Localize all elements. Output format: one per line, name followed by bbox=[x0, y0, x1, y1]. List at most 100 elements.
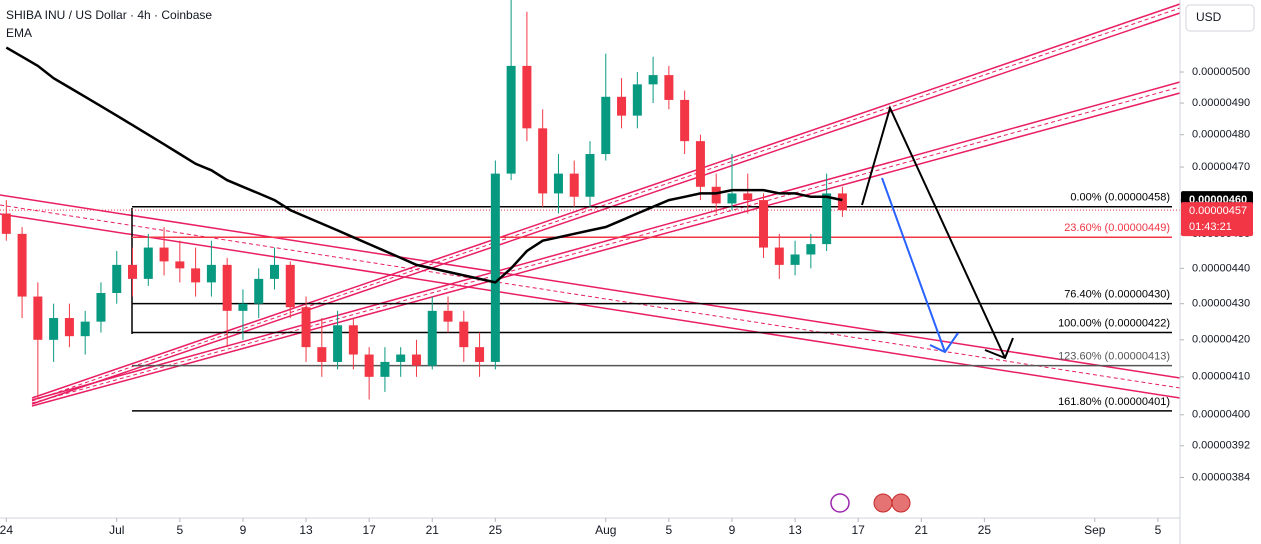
y-tick-label: 0.00000392 bbox=[1192, 440, 1250, 452]
fib-label: 100.00% (0.00000422) bbox=[1058, 317, 1170, 329]
x-tick-label: 13 bbox=[299, 523, 313, 537]
fib-label: 161.80% (0.00000401) bbox=[1058, 396, 1170, 408]
channel-mid-line bbox=[31, 86, 1181, 404]
y-tick-label: 0.00000400 bbox=[1192, 409, 1250, 421]
candle-body bbox=[49, 318, 59, 340]
candle-body bbox=[159, 247, 169, 262]
candle-body bbox=[1, 213, 11, 234]
candle-body bbox=[364, 354, 374, 377]
candle-body bbox=[33, 296, 43, 340]
candle-body bbox=[254, 278, 264, 304]
candle-body bbox=[80, 321, 90, 337]
arrow-head bbox=[929, 332, 959, 354]
candle-body bbox=[522, 65, 532, 129]
candle-body bbox=[143, 247, 153, 279]
channel-line bbox=[31, 12, 1181, 405]
candle-body bbox=[553, 173, 563, 194]
candle-body bbox=[191, 268, 201, 283]
projection-arrow bbox=[881, 177, 946, 353]
candle-body bbox=[128, 264, 138, 279]
y-tick-label: 0.00000480 bbox=[1192, 129, 1250, 141]
candle-body bbox=[680, 99, 690, 142]
indicator-label: EMA bbox=[6, 26, 32, 40]
candle-body bbox=[317, 347, 327, 362]
price-badge bbox=[1181, 202, 1253, 237]
y-tick-label: 0.00000384 bbox=[1192, 471, 1250, 483]
candle-body bbox=[206, 264, 216, 283]
axes: 0.00000500 0.00000490 0.00000480 0.00000470… bbox=[0, 66, 1253, 537]
candle-body bbox=[774, 247, 784, 265]
x-tick-label: Aug bbox=[595, 523, 616, 537]
candle-body bbox=[569, 173, 579, 197]
y-tick-label: 0.00000430 bbox=[1192, 298, 1250, 310]
candle-body bbox=[475, 347, 485, 362]
x-tick-label: 25 bbox=[489, 523, 503, 537]
channel-line bbox=[31, 81, 1181, 401]
currency-label: USD bbox=[1196, 10, 1222, 24]
candle-body bbox=[411, 354, 421, 366]
candle-body bbox=[585, 154, 595, 197]
x-tick-label: 5 bbox=[666, 523, 673, 537]
x-tick-label: 9 bbox=[240, 523, 247, 537]
candle-body bbox=[348, 325, 358, 355]
candle-body bbox=[727, 193, 737, 204]
candle-body bbox=[806, 244, 816, 255]
channel-line bbox=[0, 213, 1181, 399]
candle-body bbox=[711, 186, 721, 204]
x-tick-label: 13 bbox=[788, 523, 802, 537]
candle-body bbox=[222, 264, 232, 311]
candle-body bbox=[459, 321, 469, 348]
candle-body bbox=[790, 254, 800, 265]
candle-body bbox=[506, 65, 516, 174]
candle-body bbox=[238, 303, 248, 311]
candle-body bbox=[396, 354, 406, 362]
y-tick-label: 0.00000420 bbox=[1192, 334, 1250, 346]
candle-body bbox=[17, 233, 27, 297]
candle-body bbox=[285, 264, 295, 308]
chart-title: SHIBA INU / US Dollar · 4h · Coinbase bbox=[6, 8, 212, 22]
channel-line bbox=[31, 92, 1181, 407]
candle-body bbox=[427, 310, 437, 366]
x-tick-label: 17 bbox=[362, 523, 376, 537]
x-tick-label: 5 bbox=[176, 523, 183, 537]
y-tick-label: 0.00000440 bbox=[1192, 262, 1250, 274]
currency-button[interactable] bbox=[1185, 4, 1255, 32]
candle-body bbox=[175, 261, 185, 269]
channel-mid-line bbox=[31, 7, 1181, 402]
candle-body bbox=[64, 318, 74, 337]
projection-arrow bbox=[861, 105, 1006, 359]
x-tick-label: 5 bbox=[1155, 523, 1162, 537]
x-tick-label: 24 bbox=[0, 523, 13, 537]
candle-body bbox=[617, 96, 627, 116]
candle-body bbox=[333, 325, 343, 362]
candle-body bbox=[822, 193, 832, 245]
candle-body bbox=[490, 173, 500, 362]
projections bbox=[830, 105, 1014, 513]
event-icon[interactable] bbox=[830, 493, 850, 513]
x-tick-label: 25 bbox=[978, 523, 992, 537]
channel-mid-line bbox=[0, 204, 1181, 389]
candles bbox=[1, 0, 847, 400]
candle-body bbox=[632, 84, 642, 116]
candle-body bbox=[538, 128, 548, 194]
y-tick-label: 0.00000470 bbox=[1192, 161, 1250, 173]
event-icon[interactable] bbox=[891, 493, 911, 513]
candle-body bbox=[695, 141, 705, 187]
candle-body bbox=[837, 193, 847, 211]
candle-body bbox=[112, 264, 122, 294]
drawings bbox=[0, 3, 1181, 407]
candle-body bbox=[269, 264, 279, 279]
y-tick-label: 0.00000500 bbox=[1192, 66, 1250, 78]
fib-label: 123.60% (0.00000413) bbox=[1058, 351, 1170, 363]
price-countdown: 01:43:21 bbox=[1189, 221, 1232, 233]
candle-body bbox=[301, 307, 311, 348]
x-tick-label: 21 bbox=[426, 523, 440, 537]
event-icon[interactable] bbox=[873, 493, 893, 513]
price-badge-label: 0.00000457 bbox=[1189, 205, 1247, 217]
candle-body bbox=[443, 310, 453, 322]
y-tick-label: 0.00000490 bbox=[1192, 97, 1250, 109]
fib-label: 23.60% (0.00000449) bbox=[1064, 222, 1170, 234]
x-tick-label: 21 bbox=[915, 523, 929, 537]
